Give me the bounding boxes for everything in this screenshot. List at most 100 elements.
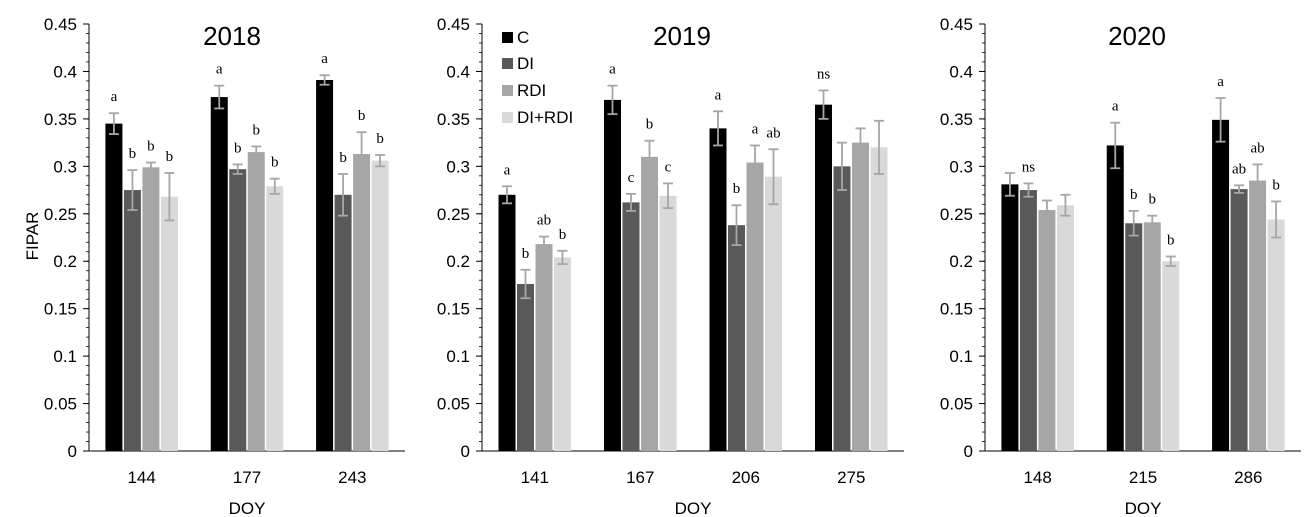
significance-label: a	[216, 62, 223, 78]
y-tick-label: 0.15	[437, 300, 470, 319]
y-tick-label: 0	[68, 442, 77, 461]
y-tick-label: 0.35	[437, 110, 470, 129]
significance-label: b	[339, 150, 347, 166]
bar-di-rdi-243	[371, 160, 389, 451]
bar-di-243	[334, 194, 352, 452]
significance-label: a	[111, 89, 118, 105]
significance-label: b	[129, 146, 137, 162]
bar-di-rdi-286	[1267, 219, 1285, 451]
y-tick-label: 0.05	[44, 395, 77, 414]
bar-c-215	[1106, 145, 1124, 452]
x-tick-label: 177	[233, 468, 261, 487]
bar-c-144	[105, 123, 123, 451]
y-tick-label: 0	[964, 442, 973, 461]
bar-rdi-275	[852, 142, 869, 451]
legend-swatch-rdi	[502, 85, 513, 96]
bar-di-177	[229, 169, 247, 451]
y-tick-label: 0.1	[949, 347, 973, 366]
bar-c-243	[316, 79, 334, 452]
significance-label: b	[234, 140, 242, 156]
significance-label: c	[628, 170, 635, 186]
bar-c-141	[498, 194, 516, 452]
bar-rdi-286	[1249, 180, 1267, 452]
bar-rdi-206	[746, 162, 764, 451]
y-tick-label: 0.4	[949, 62, 973, 81]
bar-rdi-144	[142, 167, 160, 451]
significance-label: a	[1217, 74, 1224, 90]
bar-rdi-167	[641, 156, 658, 451]
bar-di-148	[1019, 190, 1037, 452]
legend: C DI RDI DI+RDI	[502, 28, 573, 127]
significance-label: a	[752, 121, 759, 137]
bar-di-275	[833, 166, 851, 452]
y-tick-label: 0.05	[437, 395, 470, 414]
bar-di-141	[517, 283, 534, 451]
panel-2019: 00.050.10.150.20.250.30.350.40.45141abab…	[437, 15, 904, 487]
y-tick-label: 0.35	[44, 110, 77, 129]
significance-label: ns	[1022, 159, 1036, 175]
legend-swatch-c	[502, 32, 513, 43]
significance-label: b	[1167, 232, 1175, 248]
y-tick-label: 0.4	[446, 62, 470, 81]
significance-label: ab	[766, 125, 780, 141]
significance-label: ab	[537, 213, 551, 229]
significance-label: b	[358, 108, 366, 124]
significance-label: b	[1130, 187, 1138, 203]
bar-di-rdi-144	[160, 196, 178, 451]
bar-rdi-243	[353, 153, 371, 451]
bar-di-rdi-177	[266, 186, 284, 451]
bar-c-286	[1212, 119, 1230, 452]
x-tick-label: 167	[626, 468, 654, 487]
significance-label: b	[1149, 192, 1157, 208]
y-tick-label: 0.3	[446, 157, 470, 176]
x-tick-label: 286	[1234, 468, 1262, 487]
bar-c-177	[210, 97, 228, 451]
bar-di-rdi-206	[765, 176, 782, 451]
y-tick-label: 0.25	[44, 205, 77, 224]
significance-label: b	[271, 155, 279, 171]
y-tick-label: 0.2	[446, 252, 470, 271]
significance-label: b	[1272, 177, 1280, 193]
y-tick-label: 0	[461, 442, 470, 461]
significance-label: b	[733, 181, 741, 197]
y-tick-label: 0.1	[53, 347, 77, 366]
bar-di-rdi-141	[554, 257, 571, 451]
x-tick-label: 243	[338, 468, 366, 487]
panel-2020-title: 2020	[1108, 21, 1166, 51]
legend-swatch-di	[502, 58, 513, 69]
significance-label: b	[376, 131, 384, 147]
panel-2019-xlabel: DOY	[675, 499, 712, 517]
y-tick-label: 0.2	[53, 252, 77, 271]
bar-rdi-141	[535, 244, 553, 451]
significance-label: a	[504, 162, 511, 178]
y-tick-label: 0.15	[940, 300, 973, 319]
bar-di-286	[1230, 189, 1248, 451]
legend-swatch-di-rdi	[502, 112, 513, 123]
y-tick-label: 0.35	[940, 110, 973, 129]
legend-label-di-rdi: DI+RDI	[517, 108, 573, 127]
significance-label: ns	[817, 66, 831, 82]
bar-di-167	[622, 202, 640, 451]
legend-label-rdi: RDI	[517, 81, 546, 100]
significance-label: b	[166, 149, 174, 165]
significance-label: a	[321, 51, 328, 67]
y-tick-label: 0.25	[437, 205, 470, 224]
bar-c-167	[604, 99, 621, 452]
y-tick-label: 0.3	[949, 157, 973, 176]
panel-2020-xlabel: DOY	[1125, 499, 1162, 517]
x-tick-label: 144	[127, 468, 155, 487]
bar-di-215	[1125, 223, 1143, 451]
panel-2019-title: 2019	[653, 21, 711, 51]
y-tick-label: 0.45	[940, 15, 973, 34]
x-tick-label: 206	[732, 468, 760, 487]
y-tick-label: 0.05	[940, 395, 973, 414]
bar-c-206	[709, 128, 727, 451]
bar-di-206	[728, 225, 745, 451]
panel-2020: 0 0.05 0.1 0.15 0.2 0.25 0.3 0.35 0.4 0.45 148 ns 21…	[940, 15, 1301, 487]
significance-label: ab	[1232, 161, 1246, 177]
significance-label: a	[715, 87, 722, 103]
significance-label: b	[522, 246, 530, 262]
x-tick-label: 215	[1129, 468, 1157, 487]
